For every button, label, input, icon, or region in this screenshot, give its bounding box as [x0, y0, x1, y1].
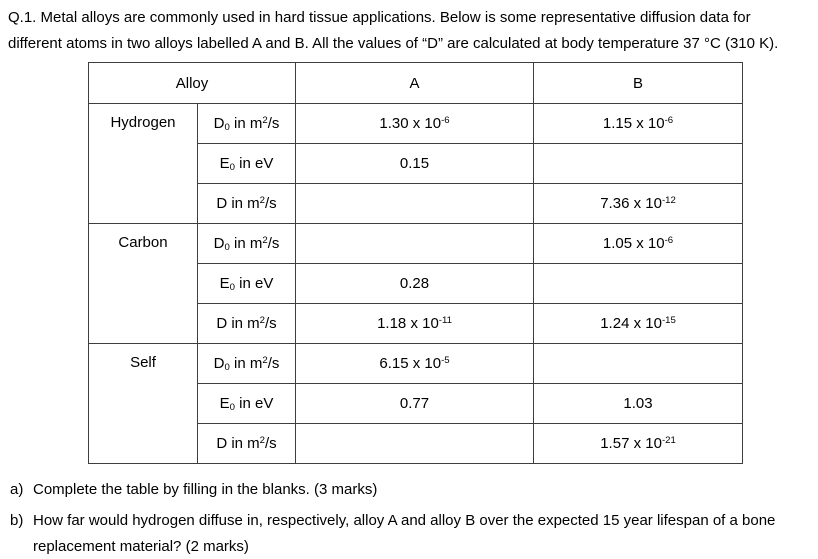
property-cell: D0 in m2/s — [196, 343, 297, 384]
superscript: -6 — [441, 115, 450, 127]
table-row: Hydrogen D0 in m2/s 1.30 x 10-6 1.15 x 10-6 — [88, 103, 744, 224]
header-cell-b: B — [533, 62, 744, 104]
subscript: 0 — [224, 362, 230, 374]
property-cell: D in m2/s — [196, 423, 297, 464]
value-cell-b: 1.57 x 10-21 — [533, 423, 744, 464]
superscript: 2 — [259, 435, 266, 447]
value-cell-a: 0.77 — [295, 383, 535, 424]
superscript: -5 — [441, 355, 450, 367]
table-row: E0 in eV 0.77 1.03 — [89, 383, 744, 424]
question-b: b) How far would hydrogen diffuse in, re… — [10, 508, 810, 559]
value-cell-b: 1.15 x 10-6 — [533, 103, 744, 144]
intro-line-2: different atoms in two alloys labelled A… — [8, 35, 779, 52]
question-intro: Q.1. Metal alloys are commonly used in h… — [8, 5, 814, 57]
header-cell-alloy: Alloy — [87, 62, 297, 104]
element-cell-hydrogen: Hydrogen — [88, 103, 198, 224]
superscript: -15 — [661, 315, 676, 327]
superscript: -21 — [661, 435, 676, 447]
table-row: D in m2/s 1.57 x 10-21 — [89, 423, 744, 464]
property-cell: D in m2/s — [196, 183, 297, 224]
property-cell: E0 in eV — [196, 263, 297, 304]
value-cell-a — [295, 423, 535, 464]
table-header-row: Alloy A B — [87, 62, 744, 104]
question-a-text: Complete the table by filling in the bla… — [33, 481, 378, 498]
superscript: 2 — [262, 355, 268, 367]
superscript: 2 — [262, 115, 268, 127]
value-cell-b: 1.24 x 10-15 — [533, 303, 744, 344]
value-cell-a: 6.15 x 10-5 — [295, 343, 535, 384]
table-row: E0 in eV 0.28 — [89, 263, 744, 304]
value-cell-a — [295, 223, 535, 264]
property-cell: E0 in eV — [196, 383, 297, 424]
element-cell-carbon: Carbon — [88, 223, 198, 344]
header-cell-a: A — [295, 62, 535, 104]
value-cell-b: 1.05 x 10-6 — [533, 223, 744, 264]
value-cell-a: 1.30 x 10-6 — [295, 103, 535, 144]
question-b-text-line-1: How far would hydrogen diffuse in, respe… — [33, 512, 776, 529]
intro-line-1: Q.1. Metal alloys are commonly used in h… — [8, 9, 751, 26]
subscript: 0 — [224, 122, 230, 134]
property-cell: E0 in eV — [196, 143, 297, 184]
superscript: -6 — [664, 115, 674, 127]
subscript: 0 — [229, 402, 235, 414]
subscript: 0 — [229, 282, 235, 294]
table-row: D in m2/s 1.18 x 10-11 1.24 x 10-15 — [89, 303, 744, 344]
value-cell-a — [295, 183, 535, 224]
superscript: 2 — [259, 195, 266, 207]
value-cell-a: 0.28 — [295, 263, 535, 304]
property-cell: D in m2/s — [196, 303, 297, 344]
element-cell-self: Self — [88, 343, 198, 464]
subscript: 0 — [224, 242, 230, 254]
property-cell: D0 in m2/s — [196, 103, 297, 144]
question-b-label: b) — [10, 512, 24, 529]
subscript: 0 — [229, 162, 235, 174]
value-cell-b — [533, 263, 744, 304]
value-cell-a: 0.15 — [295, 143, 535, 184]
superscript: -6 — [664, 235, 674, 247]
superscript: -12 — [661, 195, 676, 207]
question-a: a) Complete the table by filling in the … — [10, 477, 810, 503]
question-b-text-line-2: replacement material? (2 marks) — [33, 538, 249, 555]
value-cell-b — [533, 343, 744, 384]
value-cell-b — [533, 143, 744, 184]
value-cell-b: 1.03 — [533, 383, 744, 424]
table-row: Carbon D0 in m2/s 1.05 x 10-6 — [88, 223, 744, 344]
property-cell: D0 in m2/s — [196, 223, 297, 264]
question-a-label: a) — [10, 481, 24, 498]
value-cell-b: 7.36 x 10-12 — [533, 183, 744, 224]
superscript: 2 — [262, 235, 268, 247]
questions: a) Complete the table by filling in the … — [10, 477, 810, 559]
diffusion-table: Alloy A B Hydrogen D0 in m2/s 1.30 x 10-6 1… — [87, 62, 744, 464]
value-cell-a: 1.18 x 10-11 — [295, 303, 535, 344]
superscript: 2 — [259, 315, 266, 327]
table-row: Self D0 in m2/s 6.15 x 10-5 — [88, 343, 744, 464]
superscript: -11 — [438, 315, 452, 327]
diffusion-table-body: Hydrogen D0 in m2/s 1.30 x 10-6 1.15 x 10-6… — [88, 103, 744, 464]
